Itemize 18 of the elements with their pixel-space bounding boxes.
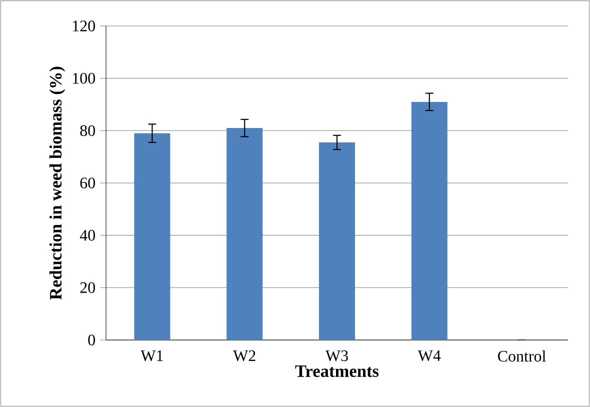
y-tick-label: 60 <box>80 178 95 188</box>
y-tick-label: 120 <box>73 20 95 32</box>
y-tick-label: 80 <box>80 125 95 136</box>
bar <box>134 133 170 340</box>
x-tick-label: W1 <box>140 350 163 362</box>
x-tick-label: W2 <box>233 350 256 362</box>
x-tick-label: W3 <box>325 350 348 362</box>
x-tick-label: Control <box>498 350 546 362</box>
x-tick-label: W4 <box>418 350 441 362</box>
y-tick-label: 100 <box>73 72 95 84</box>
y-axis-title: Reduction in weed biomass (%) <box>49 66 66 300</box>
y-tick-label: 40 <box>80 230 95 241</box>
y-tick-label: 20 <box>80 282 95 294</box>
bar <box>226 128 263 340</box>
y-tick-label: 0 <box>88 334 95 346</box>
bar <box>411 102 448 340</box>
x-axis-title: Treatments <box>295 365 379 377</box>
bar <box>318 142 355 340</box>
